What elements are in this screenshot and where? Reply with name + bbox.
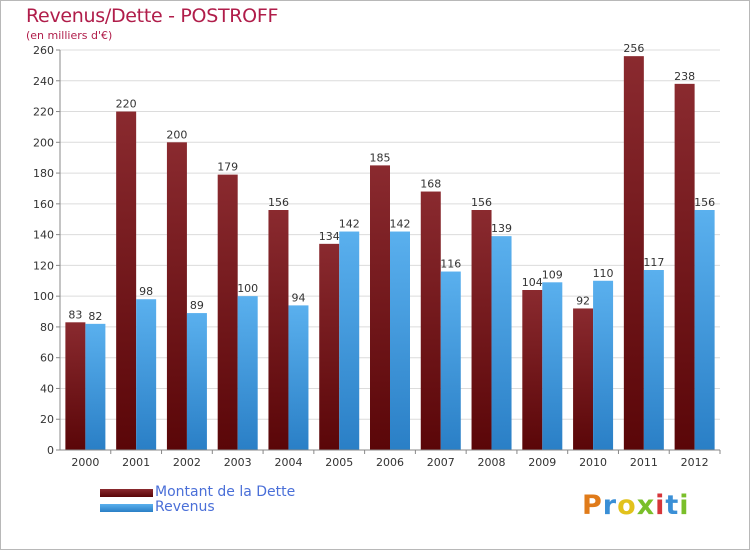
bar-revenus (390, 231, 410, 450)
data-label-revenus: 117 (643, 256, 664, 269)
data-label-dette: 156 (471, 196, 492, 209)
logo-letter: t (665, 490, 680, 521)
bar-dette (420, 191, 441, 451)
legend-label-revenus: Revenus (155, 499, 215, 515)
bar-dette (268, 210, 289, 450)
data-label-revenus: 139 (491, 222, 512, 235)
bar-revenus (85, 323, 106, 450)
bar-revenus (491, 236, 512, 450)
data-label-dette: 220 (116, 98, 137, 111)
data-label-revenus: 110 (593, 267, 614, 280)
proxiti-logo: Proxiti (582, 490, 690, 521)
y-tick-label: 80 (40, 321, 54, 334)
data-label-dette: 200 (166, 128, 187, 141)
bar-dette (370, 165, 390, 450)
bar-revenus (237, 296, 258, 450)
y-tick-label: 0 (47, 444, 54, 457)
data-label-revenus: 156 (694, 196, 715, 209)
data-label-revenus: 109 (542, 268, 563, 281)
logo-letter: r (602, 490, 618, 521)
bar-dette (573, 308, 594, 450)
x-tick-label: 2010 (579, 456, 607, 469)
x-tick-label: 2007 (427, 456, 455, 469)
bar-revenus (440, 271, 461, 450)
bar-dette (623, 56, 644, 451)
data-label-dette: 256 (623, 42, 644, 55)
x-tick-label: 2009 (528, 456, 556, 469)
logo-letter: o (617, 490, 637, 521)
data-label-dette: 92 (576, 294, 590, 307)
legend-swatch-revenus (100, 504, 153, 512)
chart-title: Revenus/Dette - POSTROFF (26, 5, 279, 27)
bar-dette (522, 290, 543, 450)
data-label-revenus: 94 (291, 291, 305, 304)
y-tick-label: 120 (33, 259, 54, 272)
data-label-revenus: 100 (237, 282, 258, 295)
bar-revenus (542, 282, 563, 450)
y-tick-label: 220 (33, 106, 54, 119)
x-tick-label: 2012 (681, 456, 709, 469)
bar-revenus (186, 313, 207, 450)
logo-letter: P (582, 490, 603, 521)
x-tick-label: 2000 (71, 456, 99, 469)
legend-label-dette: Montant de la Dette (155, 484, 296, 500)
y-tick-label: 200 (33, 136, 54, 149)
bar-dette (217, 174, 238, 450)
y-tick-label: 140 (33, 229, 54, 242)
data-label-revenus: 142 (390, 218, 411, 231)
bar-dette (471, 210, 492, 450)
y-tick-label: 100 (33, 290, 54, 303)
x-tick-label: 2006 (376, 456, 404, 469)
data-label-dette: 104 (522, 276, 543, 289)
y-tick-label: 20 (40, 413, 54, 426)
logo-letter: i (679, 490, 690, 521)
y-tick-label: 60 (40, 352, 54, 365)
bars (65, 56, 715, 451)
y-tick-label: 180 (33, 167, 54, 180)
data-label-revenus: 116 (440, 258, 461, 271)
bar-dette (319, 243, 340, 450)
x-tick-label: 2008 (478, 456, 506, 469)
y-tick-label: 240 (33, 75, 54, 88)
data-label-dette: 238 (674, 70, 695, 83)
bar-revenus (339, 231, 360, 450)
bar-revenus (136, 299, 157, 450)
data-label-dette: 168 (420, 178, 441, 191)
chart-subtitle: (en milliers d'€) (26, 29, 113, 42)
bar-revenus (593, 280, 614, 450)
bar-revenus (643, 270, 664, 450)
data-label-revenus: 98 (139, 285, 153, 298)
axes: 0 20 40 60 80 100 120 140 160 180 200 220 240 260 2000… (33, 44, 721, 469)
y-tick-label: 40 (40, 382, 54, 395)
legend-swatch-dette (100, 489, 153, 497)
data-label-dette: 83 (68, 308, 82, 321)
x-tick-label: 2001 (122, 456, 150, 469)
data-label-revenus: 142 (339, 218, 360, 231)
x-tick-label: 2002 (173, 456, 201, 469)
logo-letter: i (655, 490, 666, 521)
data-label-revenus: 82 (88, 310, 102, 323)
data-labels: 83 82220982008917910015694134142185142168… (68, 42, 715, 323)
data-label-dette: 185 (370, 151, 391, 164)
data-label-dette: 156 (268, 196, 289, 209)
x-tick-label: 2011 (630, 456, 658, 469)
bar-dette (65, 322, 86, 450)
bar-dette (674, 83, 695, 450)
bar-dette (116, 111, 137, 451)
logo-letter: x (636, 490, 656, 521)
data-label-dette: 179 (217, 161, 238, 174)
y-tick-label: 260 (33, 44, 54, 57)
x-tick-label: 2004 (274, 456, 302, 469)
bar-revenus (694, 210, 715, 450)
bar-dette (166, 142, 187, 451)
x-tick-label: 2003 (224, 456, 252, 469)
bar-revenus (288, 305, 309, 450)
x-tick-label: 2005 (325, 456, 353, 469)
data-label-revenus: 89 (190, 299, 204, 312)
data-label-dette: 134 (319, 230, 340, 243)
y-tick-label: 160 (33, 198, 54, 211)
